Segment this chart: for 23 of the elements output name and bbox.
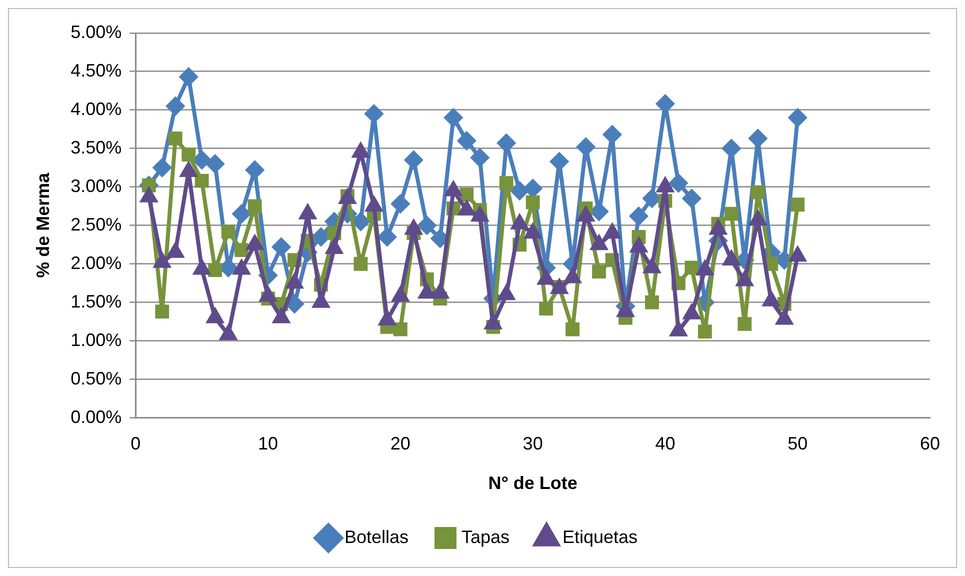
x-tick-label: 10 <box>258 434 278 454</box>
y-tick-label: 1.00% <box>70 330 122 350</box>
legend-label: Tapas <box>461 526 510 547</box>
y-tick-label: 4.00% <box>70 98 122 119</box>
y-tick-label: 1.50% <box>70 291 122 312</box>
x-tick-label: 0 <box>130 434 141 454</box>
x-tick-label: 30 <box>522 434 543 454</box>
y-tick-label: 2.50% <box>70 214 122 234</box>
legend-label: Botellas <box>344 526 408 547</box>
x-tick-label: 50 <box>788 434 808 454</box>
y-tick-label: 4.50% <box>70 60 122 80</box>
y-axis-title: % de Merma <box>32 172 53 278</box>
x-tick-label: 60 <box>920 434 940 454</box>
legend-label: Etiquetas <box>562 526 638 547</box>
y-tick-label: 0.00% <box>70 406 122 427</box>
x-tick-label: 20 <box>390 434 410 454</box>
y-tick-label: 0.50% <box>70 368 122 388</box>
x-tick-label: 40 <box>655 434 676 454</box>
y-tick-label: 3.50% <box>70 137 122 158</box>
y-tick-label: 3.00% <box>70 176 122 196</box>
y-tick-label: 5.00% <box>70 22 122 42</box>
y-tick-label: 2.00% <box>70 252 122 273</box>
x-axis-title: N° de Lote <box>488 473 578 494</box>
